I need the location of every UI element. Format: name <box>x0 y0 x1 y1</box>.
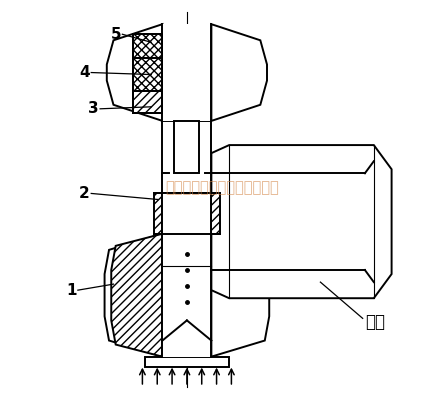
Bar <box>174 121 199 173</box>
Text: 1: 1 <box>66 283 77 298</box>
Bar <box>154 193 162 234</box>
Text: 2: 2 <box>79 186 90 201</box>
Bar <box>134 34 162 58</box>
Bar <box>162 24 211 121</box>
Bar <box>162 193 211 234</box>
Text: 阀芯: 阀芯 <box>365 314 385 331</box>
Polygon shape <box>111 234 162 357</box>
Bar <box>134 91 162 113</box>
Text: 东莞市马赫机械设备有限公司: 东莞市马赫机械设备有限公司 <box>166 180 279 195</box>
Polygon shape <box>105 234 162 357</box>
Bar <box>134 58 162 91</box>
Text: 5: 5 <box>110 27 121 42</box>
Text: 3: 3 <box>88 101 99 116</box>
Text: 4: 4 <box>79 65 90 80</box>
Polygon shape <box>211 234 269 357</box>
Polygon shape <box>107 24 162 121</box>
Bar <box>162 234 211 357</box>
Polygon shape <box>211 145 392 298</box>
Bar <box>162 121 211 193</box>
Bar <box>145 357 229 367</box>
Bar <box>211 193 220 234</box>
Polygon shape <box>211 24 267 121</box>
